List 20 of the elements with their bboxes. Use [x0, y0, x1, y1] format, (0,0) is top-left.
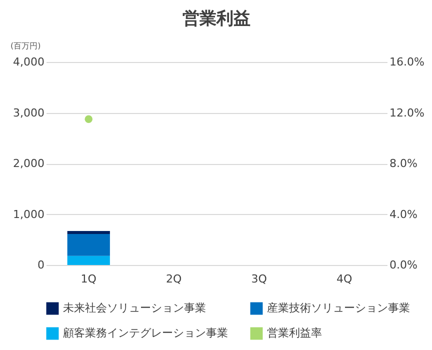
x-tick-label: 4Q: [336, 272, 353, 286]
x-tick-label: 3Q: [251, 272, 268, 286]
y2-tick-label: 8.0%: [390, 157, 418, 170]
y2-tick-label: 12.0%: [390, 106, 424, 120]
y2-tick-label: 16.0%: [390, 56, 424, 68]
legend-label: 産業技術ソリューション事業: [267, 302, 410, 315]
x-tick-label: 2Q: [166, 272, 182, 286]
y2-tick-label: 0.0%: [390, 258, 418, 272]
legend-label: 顧客業務インテグレーション事業: [63, 326, 228, 340]
legend-label: 未来社会ソリューション事業: [63, 302, 206, 315]
y-tick-label: 4,000: [13, 56, 44, 68]
legend-label: 営業利益率: [267, 326, 322, 340]
y-tick-label: 3,000: [13, 106, 44, 120]
x-tick-label: 1Q: [80, 272, 97, 286]
y-axis-title: (百万円): [10, 42, 41, 50]
y2-tick-label: 4.0%: [390, 208, 418, 221]
y-tick-label: 2,000: [13, 157, 44, 170]
chart-title: 営業利益: [182, 9, 250, 29]
y-tick-label: 0: [38, 258, 44, 272]
y-tick-label: 1,000: [13, 208, 44, 221]
